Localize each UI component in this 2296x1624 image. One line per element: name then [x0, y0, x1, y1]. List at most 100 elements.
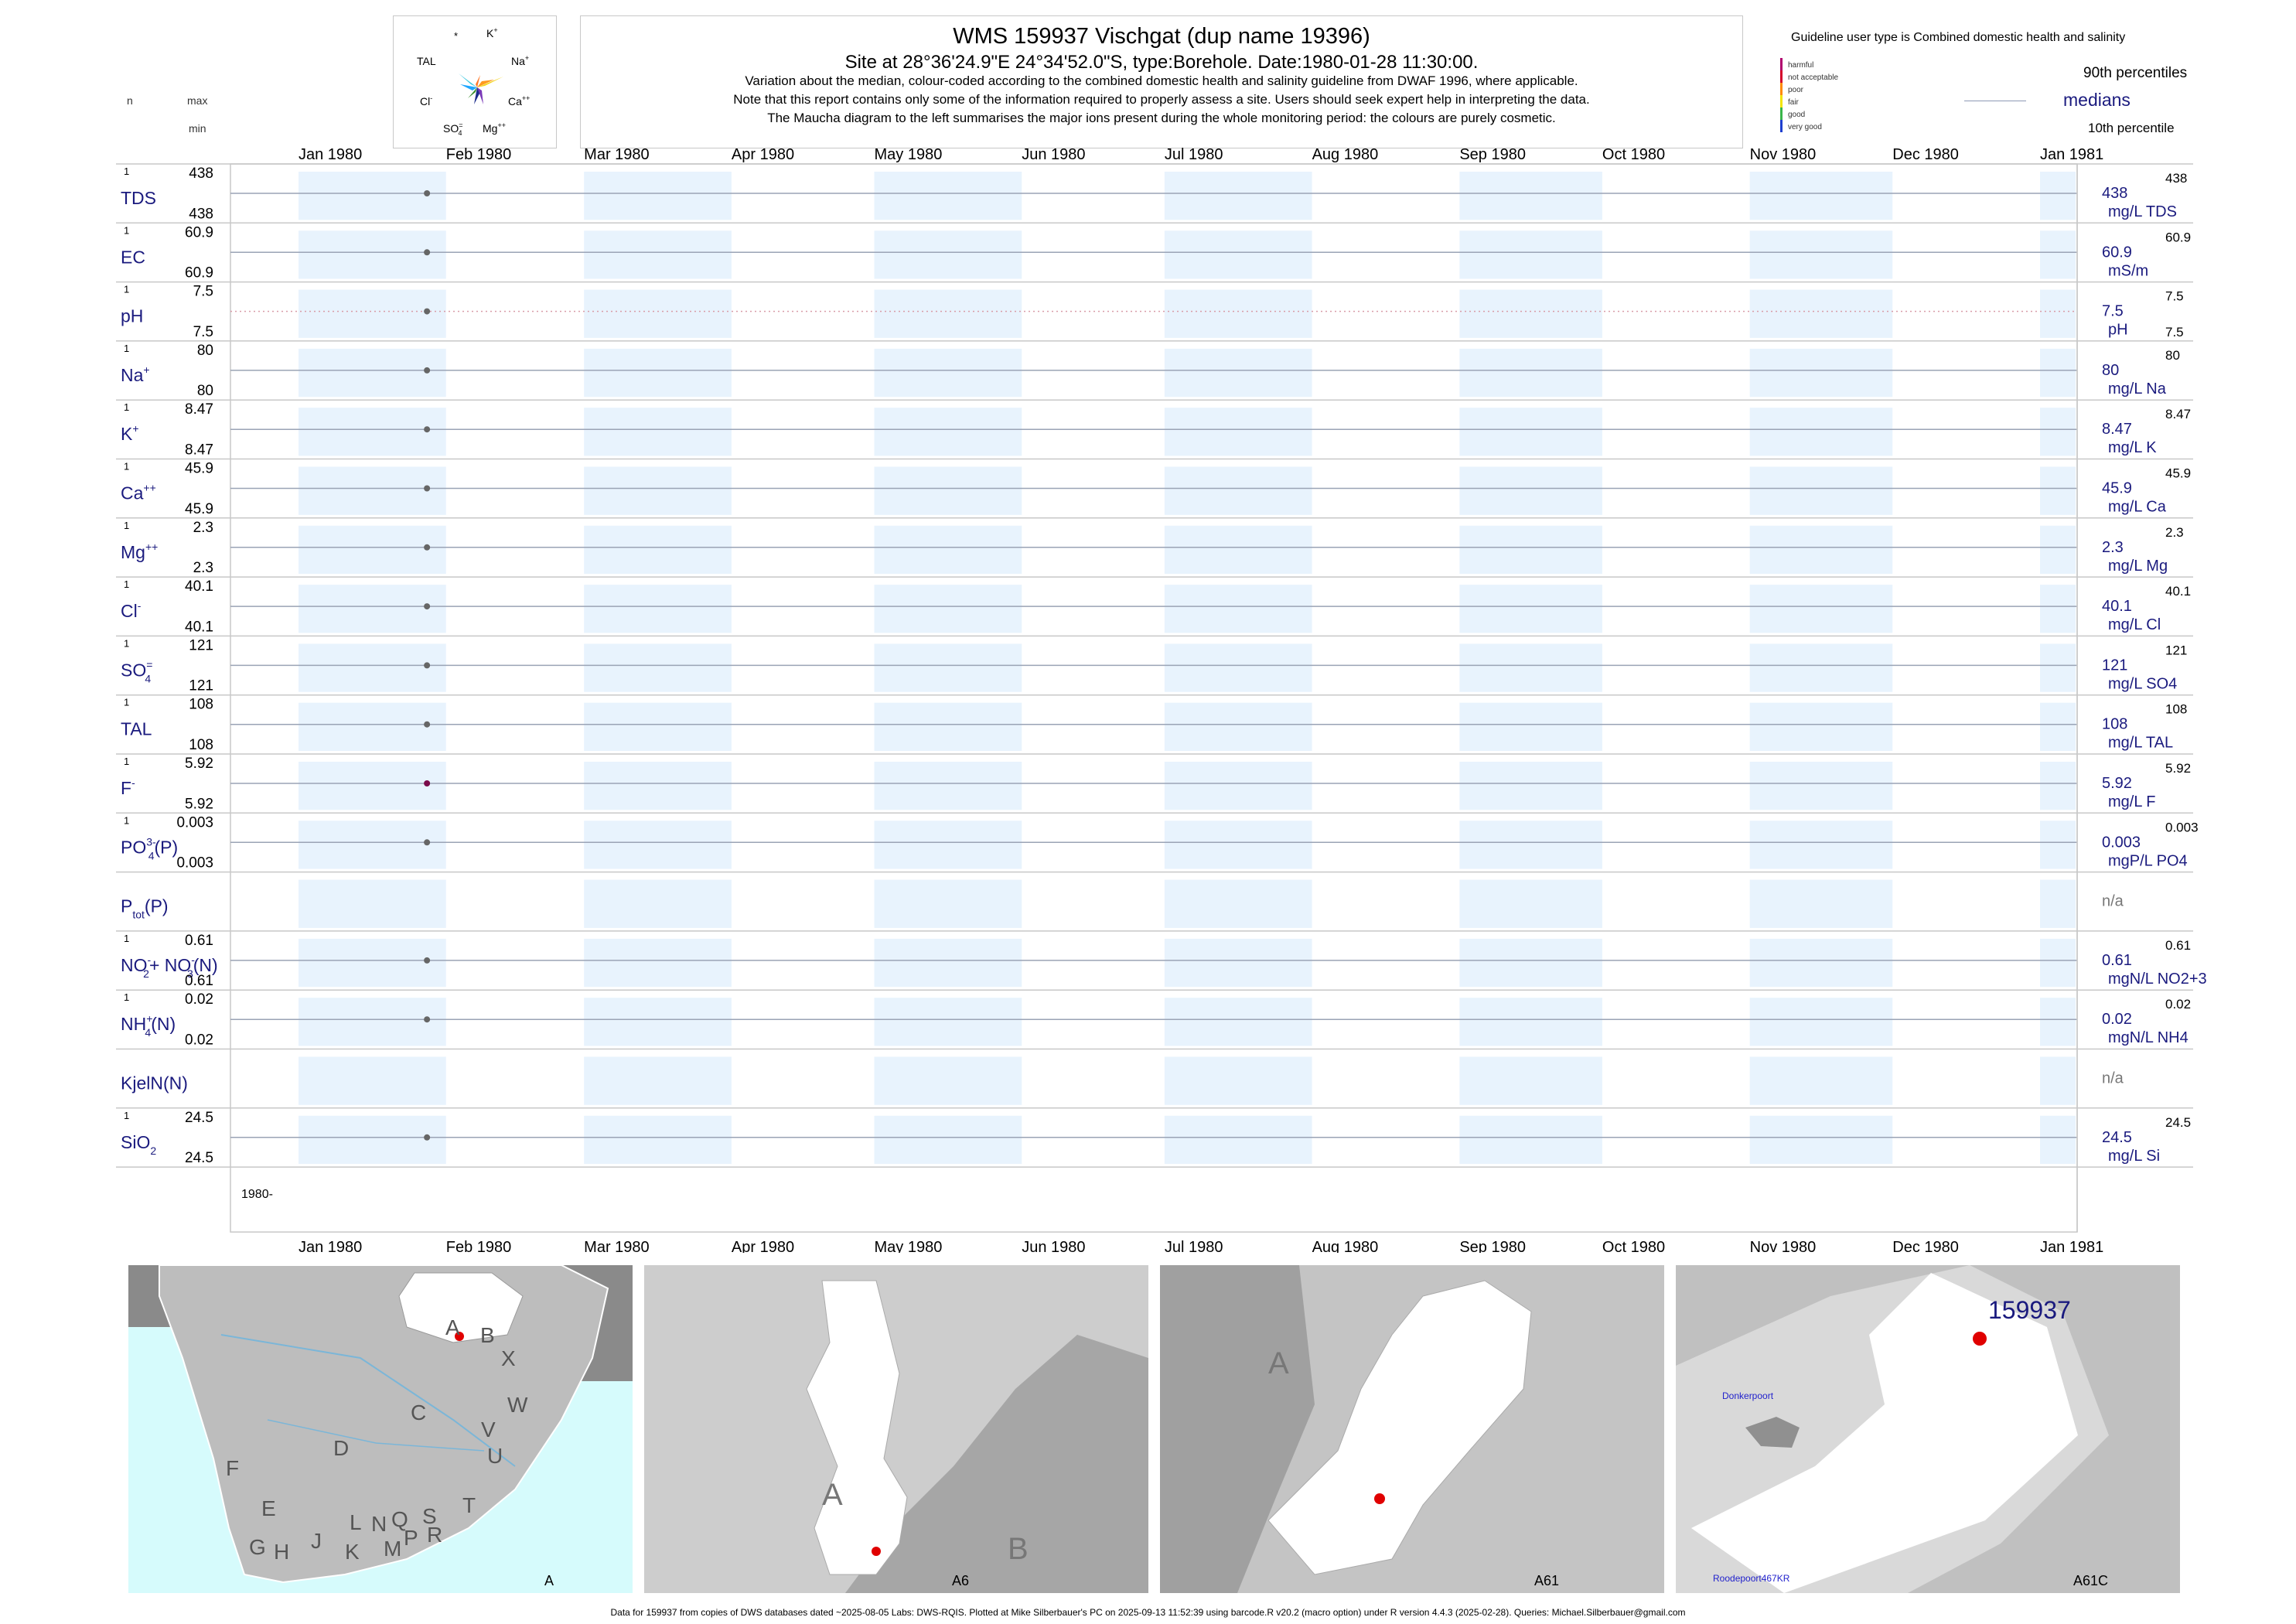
row-label: SiO2 — [121, 1132, 156, 1157]
month-label-top: Dec 1980 — [1892, 146, 1959, 163]
row-unit: mg/L TAL — [2108, 735, 2173, 752]
row-label: NH+ 4(N) — [121, 1012, 176, 1039]
svg-text:D: D — [333, 1436, 349, 1460]
svg-text:B: B — [480, 1323, 495, 1347]
data-point — [424, 485, 431, 492]
row-max: 121 — [189, 637, 213, 653]
row-min: 2.3 — [193, 560, 213, 576]
month-shade — [874, 230, 1022, 279]
legend-swatch — [1780, 107, 1783, 120]
data-point — [424, 603, 431, 610]
month-shade — [1164, 998, 1312, 1046]
month-shade — [1749, 1056, 1893, 1105]
month-shade — [1459, 643, 1602, 692]
month-shade — [1164, 762, 1312, 810]
month-shade — [1459, 762, 1602, 810]
svg-text:W: W — [507, 1393, 528, 1417]
month-shade — [1749, 643, 1893, 692]
month-label-bottom: Nov 1980 — [1750, 1239, 1817, 1253]
row-n: 1 — [124, 578, 129, 590]
row-max: 40.1 — [185, 578, 213, 595]
data-point — [424, 1016, 431, 1023]
row-unit: mg/L Ca — [2108, 499, 2167, 516]
month-shade — [1459, 938, 1602, 988]
month-shade — [2040, 821, 2076, 869]
svg-text:M: M — [384, 1537, 401, 1561]
row-min: 24.5 — [185, 1150, 213, 1166]
row-unit: mg/L F — [2108, 793, 2156, 810]
row-unit: mg/L K — [2108, 439, 2157, 456]
month-shade — [1459, 702, 1602, 751]
svg-text:N: N — [371, 1512, 387, 1536]
month-label-top: Oct 1980 — [1602, 146, 1665, 163]
row-p90: 7.5 — [2165, 289, 2184, 304]
month-shade — [874, 585, 1022, 633]
row-median: 0.61 — [2102, 952, 2132, 969]
month-shade — [1164, 172, 1312, 220]
month-shade — [299, 585, 446, 633]
n-header: n — [127, 94, 133, 107]
row-p90: 108 — [2165, 702, 2187, 717]
month-shade — [1459, 230, 1602, 279]
month-shade — [2040, 998, 2076, 1046]
row-min: 108 — [189, 737, 213, 753]
legend-class-label: fair — [1788, 98, 1800, 107]
legend-p10: 10th percentile — [2088, 121, 2175, 135]
row-unit: mgP/L PO4 — [2108, 852, 2188, 869]
row-min: 0.61 — [185, 973, 213, 989]
row-median: 0.02 — [2102, 1011, 2132, 1028]
row-n: 1 — [124, 991, 129, 1003]
map3-caption: A61 — [1534, 1573, 1560, 1588]
month-shade — [299, 1056, 446, 1105]
data-point — [424, 721, 431, 728]
svg-text:G: G — [249, 1535, 266, 1559]
month-shade — [1164, 525, 1312, 575]
month-shade — [584, 1115, 732, 1165]
month-shade — [1749, 938, 1893, 988]
month-shade — [1164, 408, 1312, 456]
month-shade — [1459, 466, 1602, 515]
month-label-bottom: Feb 1980 — [446, 1239, 512, 1253]
svg-text:V: V — [481, 1418, 496, 1441]
month-shade — [299, 230, 446, 279]
row-median: 24.5 — [2102, 1129, 2132, 1146]
row-unit: mg/L Na — [2108, 380, 2167, 397]
row-max: 438 — [189, 165, 213, 182]
row-min: 5.92 — [185, 796, 213, 812]
row-min: 60.9 — [185, 265, 213, 281]
row-p90: 5.92 — [2165, 761, 2191, 776]
legend-swatch — [1780, 70, 1783, 83]
month-shade — [1749, 408, 1893, 456]
data-point — [424, 544, 431, 551]
month-shade — [1164, 938, 1312, 988]
month-shade — [1164, 585, 1312, 633]
month-shade — [584, 408, 732, 456]
row-max: 0.61 — [185, 933, 213, 949]
month-shade — [874, 998, 1022, 1046]
row-min: 121 — [189, 678, 213, 694]
month-shade — [1459, 408, 1602, 456]
row-label: Cl- — [121, 599, 142, 621]
month-shade — [1164, 643, 1312, 692]
row-unit: mg/L Mg — [2108, 558, 2168, 575]
year-label: 1980- — [241, 1188, 273, 1201]
month-label-top: Jun 1980 — [1022, 146, 1085, 163]
month-shade — [1749, 998, 1893, 1046]
month-label-bottom: Mar 1980 — [584, 1239, 650, 1253]
row-n: 1 — [124, 756, 129, 767]
month-shade — [1459, 879, 1602, 928]
row-median: 108 — [2102, 716, 2127, 733]
row-label: F- — [121, 776, 135, 798]
month-label-top: Aug 1980 — [1312, 146, 1379, 163]
month-shade — [2040, 172, 2076, 220]
month-shade — [874, 466, 1022, 515]
row-n: 1 — [124, 1110, 129, 1121]
month-label-bottom: Apr 1980 — [732, 1239, 794, 1253]
row-median: 40.1 — [2102, 598, 2132, 615]
row-unit: mS/m — [2108, 262, 2148, 279]
row-median: 60.9 — [2102, 244, 2132, 261]
data-point — [424, 839, 431, 846]
svg-text:*: * — [454, 30, 458, 42]
month-shade — [584, 998, 732, 1046]
row-min: 0.02 — [185, 1032, 213, 1049]
